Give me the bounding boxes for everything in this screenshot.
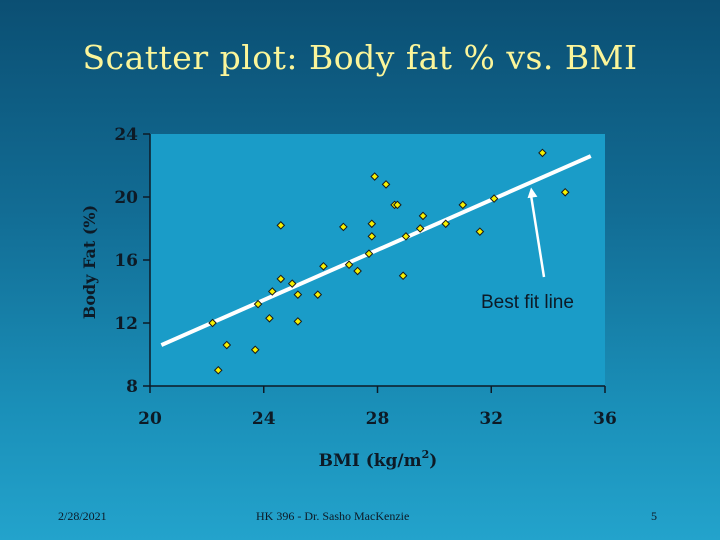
data-point (313, 290, 323, 299)
data-point (293, 290, 303, 299)
data-point (276, 274, 286, 284)
footer-date: 2/28/2021 (58, 509, 107, 523)
y-tick-label: 20 (114, 188, 138, 208)
y-tick-label: 8 (126, 377, 138, 397)
data-point (367, 219, 377, 229)
annotation-label: Best fit line (481, 292, 574, 313)
x-tick-label: 32 (479, 409, 503, 429)
data-point (364, 249, 374, 259)
data-point (458, 200, 468, 210)
annotation-arrowhead (527, 187, 538, 199)
data-point (401, 232, 411, 241)
footer-credit: HK 396 - Dr. Sasho MacKenzie (256, 509, 410, 523)
y-axis-label: Body Fat (%) (80, 205, 99, 319)
data-point (339, 222, 348, 232)
y-tick-label: 24 (114, 125, 138, 145)
data-point (208, 318, 217, 328)
slide-title: Scatter plot: Body fat % vs. BMI (82, 38, 638, 77)
x-tick-label: 28 (366, 409, 390, 429)
data-point (250, 345, 260, 355)
data-point (213, 365, 223, 375)
data-point (265, 313, 274, 323)
x-tick-label: 24 (252, 409, 276, 429)
data-point (393, 200, 402, 210)
page-number: 5 (651, 509, 657, 523)
best-fit-line (160, 154, 592, 347)
x-tick-label: 36 (593, 409, 617, 429)
data-point (222, 340, 232, 350)
data-point (267, 287, 277, 296)
data-point (441, 219, 451, 229)
data-point (398, 271, 408, 281)
data-point (538, 148, 547, 158)
data-point (287, 279, 297, 288)
plot-area (150, 134, 605, 386)
y-tick-label: 16 (114, 251, 138, 271)
data-point (276, 221, 286, 230)
data-point (367, 232, 377, 241)
data-point (475, 227, 485, 236)
data-point (489, 194, 499, 203)
x-axis-label: BMI (kg/m2) (319, 448, 438, 471)
y-tick-label: 12 (114, 314, 138, 334)
data-point (253, 299, 263, 309)
data-point (418, 211, 428, 221)
data-point (353, 266, 362, 276)
data-point (560, 187, 570, 197)
data-point (344, 260, 354, 270)
data-point (370, 172, 379, 181)
x-tick-label: 20 (138, 409, 162, 429)
data-point (293, 317, 303, 326)
data-point (415, 224, 425, 233)
data-point (381, 180, 391, 189)
data-point (319, 261, 328, 271)
annotation-arrow (529, 195, 546, 278)
